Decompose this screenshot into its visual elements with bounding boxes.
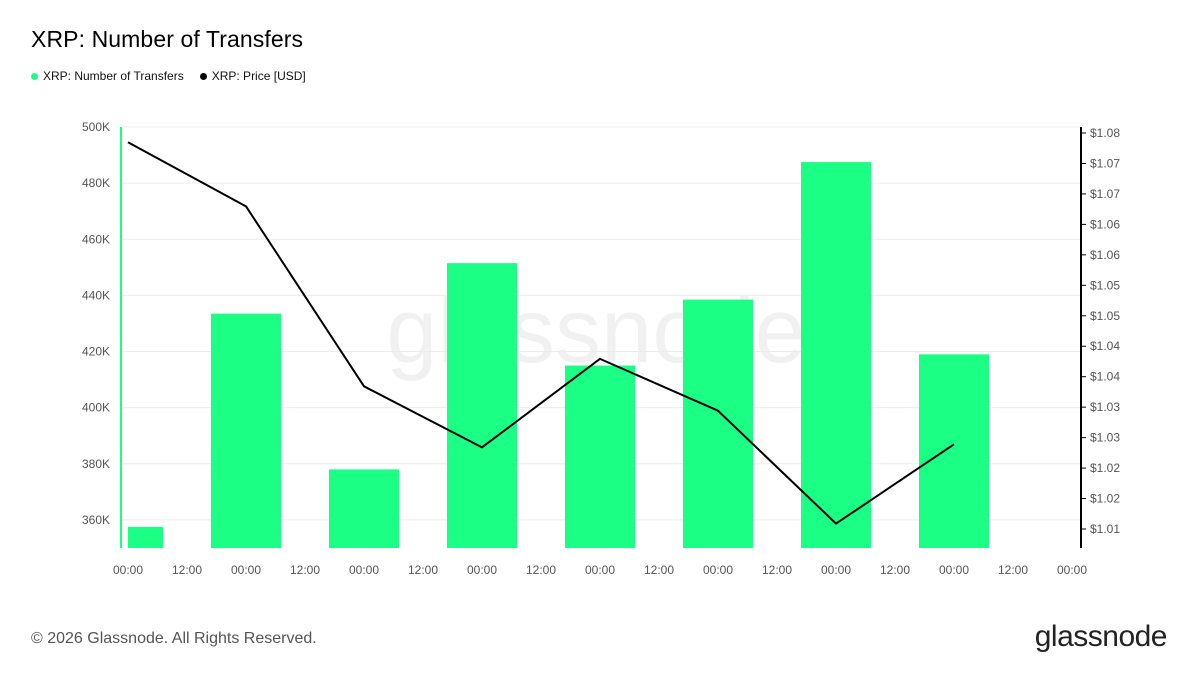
- axes: [120, 127, 1082, 548]
- x-tick-label: 00:00: [585, 563, 615, 577]
- x-tick-label: 00:00: [467, 563, 497, 577]
- left-tick-label: 480K: [82, 176, 110, 190]
- copyright-text: © 2026 Glassnode. All Rights Reserved.: [31, 630, 317, 647]
- bar-series-transfers: [128, 162, 989, 549]
- x-tick-label: 12:00: [998, 563, 1028, 577]
- right-tick-label: $1.01: [1090, 522, 1120, 536]
- right-tick-label: $1.02: [1090, 492, 1120, 506]
- right-tick-label: $1.06: [1090, 217, 1120, 231]
- bar[interactable]: [329, 469, 399, 548]
- chart-title: XRP: Number of Transfers: [31, 26, 304, 52]
- bar[interactable]: [128, 526, 163, 548]
- bar[interactable]: [919, 354, 989, 548]
- x-tick-label: 00:00: [939, 563, 969, 577]
- x-tick-label: 12:00: [644, 563, 674, 577]
- legend-dot-transfers: [31, 72, 38, 80]
- right-axis-ticks: $1.08 $1.07 $1.07 $1.06 $1.06 $1.05 $1.05 $1.04…: [1081, 126, 1120, 536]
- left-tick-label: 440K: [82, 288, 110, 302]
- right-tick-label: $1.03: [1090, 400, 1120, 414]
- x-tick-label: 00:00: [231, 563, 261, 577]
- left-axis-ticks: 500K 480K 460K 440K 420K 400K 380K 360K: [82, 120, 110, 527]
- x-axis-ticks: 00:00 12:00 00:00 12:00 00:00 12:00 00:00 12:00…: [113, 563, 1087, 577]
- left-tick-label: 360K: [82, 513, 110, 527]
- x-tick-label: 00:00: [703, 563, 733, 577]
- legend: XRP: Number of Transfers XRP: Price [USD…: [31, 69, 306, 83]
- legend-item-transfers[interactable]: XRP: Number of Transfers: [31, 69, 184, 83]
- right-tick-label: $1.07: [1090, 187, 1120, 201]
- left-tick-label: 420K: [82, 345, 110, 359]
- x-tick-label: 12:00: [880, 563, 910, 577]
- brand-logo[interactable]: glassnode: [1034, 620, 1168, 653]
- right-tick-label: $1.02: [1090, 461, 1120, 475]
- left-tick-label: 400K: [82, 401, 110, 415]
- x-tick-label: 12:00: [290, 563, 320, 577]
- right-tick-label: $1.05: [1090, 309, 1120, 323]
- price-line[interactable]: [127, 141, 955, 525]
- legend-dot-price: [199, 72, 207, 80]
- bar[interactable]: [211, 313, 281, 548]
- bar[interactable]: [447, 263, 517, 548]
- x-tick-label: 00:00: [349, 563, 379, 577]
- right-tick-label: $1.07: [1090, 156, 1120, 170]
- x-tick-label: 12:00: [762, 563, 792, 577]
- x-tick-label: 00:00: [1057, 563, 1087, 577]
- x-tick-label: 12:00: [408, 563, 438, 577]
- legend-label-transfers: XRP: Number of Transfers: [43, 69, 184, 83]
- right-tick-label: $1.04: [1090, 339, 1120, 353]
- right-tick-label: $1.04: [1090, 370, 1120, 384]
- x-tick-label: 12:00: [526, 563, 556, 577]
- right-tick-label: $1.03: [1090, 431, 1120, 445]
- right-tick-label: $1.05: [1090, 278, 1120, 292]
- legend-item-price[interactable]: XRP: Price [USD]: [199, 69, 306, 83]
- x-tick-label: 12:00: [172, 563, 202, 577]
- left-tick-label: 460K: [82, 232, 110, 246]
- bar[interactable]: [565, 365, 635, 548]
- right-tick-label: $1.08: [1090, 126, 1120, 140]
- x-tick-label: 00:00: [821, 563, 851, 577]
- left-tick-label: 380K: [82, 457, 110, 471]
- bar[interactable]: [683, 299, 753, 548]
- bar[interactable]: [801, 162, 871, 549]
- left-tick-label: 500K: [82, 120, 110, 134]
- x-tick-label: 00:00: [113, 563, 143, 577]
- right-tick-label: $1.06: [1090, 248, 1120, 262]
- legend-label-price: XRP: Price [USD]: [211, 69, 306, 83]
- line-series-price: [127, 141, 955, 525]
